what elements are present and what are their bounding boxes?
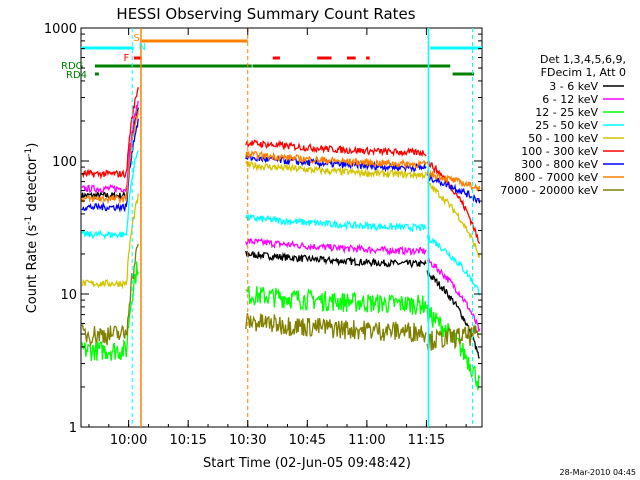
legend-label: 7000 - 20000 keV xyxy=(500,184,598,197)
flag-label-rdg: RDG xyxy=(61,61,83,72)
series-line-7-tail xyxy=(426,169,481,192)
legend-label: 12 - 25 keV xyxy=(535,106,598,119)
y-tick-label: 1000 xyxy=(44,22,77,37)
legend-header-line-1: Det 1,3,4,5,6,9, xyxy=(540,53,626,66)
x-tick-label: 10:45 xyxy=(289,433,326,448)
legend-label: 6 - 12 keV xyxy=(542,93,598,106)
series-line-7-pre xyxy=(81,110,139,205)
x-tick-label: 10:00 xyxy=(110,433,147,448)
series-line-1-post xyxy=(245,237,427,257)
y-tick-label: 10 xyxy=(60,288,77,303)
series-line-5-tail xyxy=(426,160,481,245)
y-axis-label: Count Rate (s-1 detector-1) xyxy=(24,143,40,314)
series-line-2-post xyxy=(245,285,427,315)
flag-label-n: N xyxy=(139,42,146,53)
x-tick-label: 10:30 xyxy=(229,433,266,448)
series-line-8-tail xyxy=(426,325,480,352)
series-line-3-post xyxy=(245,213,427,233)
plot-frame xyxy=(80,27,483,428)
x-tick-label: 11:00 xyxy=(348,433,385,448)
legend-label: 800 - 7000 keV xyxy=(514,171,598,184)
legend-label: 50 - 100 keV xyxy=(528,132,598,145)
legend-label: 25 - 50 keV xyxy=(535,119,598,132)
series-line-3-tail xyxy=(426,234,481,296)
flag-label-f: F xyxy=(123,53,129,64)
legend-label: 300 - 800 keV xyxy=(521,158,598,171)
series-line-5-pre xyxy=(81,87,139,180)
series-line-4-pre xyxy=(81,193,139,290)
series-line-5-post xyxy=(245,139,427,158)
series-line-8-pre xyxy=(81,243,139,348)
flag-label-s: S xyxy=(133,33,139,44)
footer-timestamp: 28-Mar-2010 04:45 xyxy=(560,468,637,477)
legend-label: 3 - 6 keV xyxy=(549,80,598,93)
legend-header-line-2: FDecim 1, Att 0 xyxy=(541,66,626,79)
x-axis-label: Start Time (02-Jun-05 09:48:42) xyxy=(203,456,411,471)
series-line-7-post xyxy=(245,150,427,170)
series-line-3-pre xyxy=(81,150,139,241)
series-line-4-post xyxy=(245,160,427,181)
series-line-8-post xyxy=(245,313,427,343)
flag-label-rd4: RD4 xyxy=(66,70,87,81)
chart-title: HESSI Observing Summary Count Rates xyxy=(116,5,415,23)
series-line-4-tail xyxy=(427,181,481,258)
y-tick-label: 100 xyxy=(52,155,77,170)
series-line-2-pre xyxy=(81,261,139,361)
legend-label: 100 - 300 keV xyxy=(521,145,598,158)
legend: Det 1,3,4,5,6,9, FDecim 1, Att 0 3 - 6 k… xyxy=(500,53,626,197)
x-tick-label: 11:15 xyxy=(408,433,445,448)
series-line-1-tail xyxy=(426,257,481,332)
series-line-0-post xyxy=(245,250,427,269)
series-line-6-tail xyxy=(426,171,481,204)
y-tick-label: 1 xyxy=(69,421,77,436)
series-line-1-pre xyxy=(81,100,139,194)
x-tick-label: 10:15 xyxy=(169,433,206,448)
